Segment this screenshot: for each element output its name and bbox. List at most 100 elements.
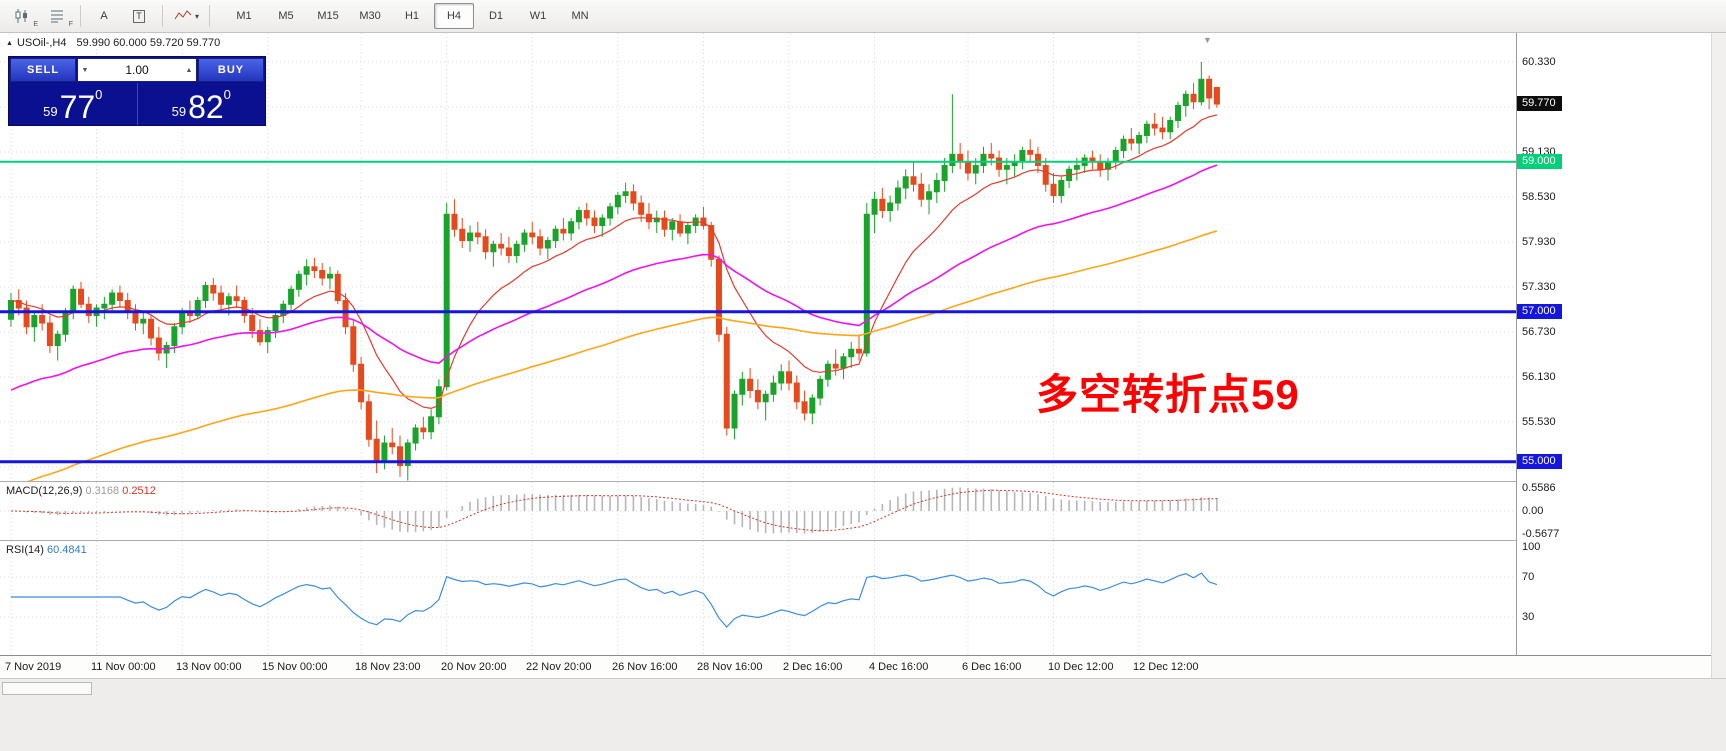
rsi-header: RSI(14) 60.4841 bbox=[6, 544, 87, 556]
timeframe-button-m30[interactable]: M30 bbox=[359, 10, 381, 22]
chart-canvas[interactable]: ▲ USOil-,H4 59.990 60.000 59.720 59.770 ▼ … bbox=[0, 33, 1516, 655]
macd-main-value: 0.3168 bbox=[85, 485, 120, 497]
macd-panel-separator[interactable] bbox=[0, 481, 1726, 482]
rsi-panel-separator[interactable] bbox=[0, 540, 1726, 541]
icon-subscript: E bbox=[33, 21, 38, 28]
chart-shift-marker-icon[interactable]: ▼ bbox=[1203, 35, 1212, 45]
rsi-line bbox=[11, 572, 1218, 628]
time-label: 18 Nov 23:00 bbox=[355, 661, 421, 673]
time-label: 13 Nov 00:00 bbox=[176, 661, 242, 673]
trade-panel-divider bbox=[136, 83, 138, 125]
price-axis-label: 57.930 bbox=[1522, 236, 1556, 248]
macd-signal-value: 0.2512 bbox=[122, 485, 156, 497]
rsi-value: 60.4841 bbox=[46, 544, 87, 556]
time-label: 22 Nov 20:00 bbox=[526, 661, 592, 673]
macd-panel-svg[interactable] bbox=[0, 482, 1516, 540]
time-label: 11 Nov 00:00 bbox=[91, 661, 156, 673]
volume-value: 1.00 bbox=[125, 63, 149, 77]
time-label: 2 Dec 16:00 bbox=[783, 661, 843, 673]
sell-price-display[interactable]: 59 77 0 bbox=[9, 83, 137, 125]
buy-price-display[interactable]: 59 82 0 bbox=[138, 83, 266, 125]
time-label: 4 Dec 16:00 bbox=[869, 661, 929, 673]
one-click-trading-panel: SELL ▼ 1.00 ▲ BUY 59 77 0 59 82 0 bbox=[8, 56, 266, 126]
time-label: 12 Dec 12:00 bbox=[1133, 661, 1199, 673]
candlestick-glyph bbox=[15, 9, 27, 23]
timeframe-button-h4[interactable]: H4 bbox=[434, 3, 475, 29]
volume-field[interactable]: ▼ 1.00 ▲ bbox=[77, 58, 197, 82]
timeframe-button-h1[interactable]: H1 bbox=[404, 10, 420, 22]
price-label-level: 55.000 bbox=[1517, 454, 1562, 469]
price-label-current-price: 59.770 bbox=[1517, 96, 1562, 111]
grid-glyph bbox=[51, 10, 63, 23]
macd-signal-line bbox=[10, 489, 1217, 532]
timeframe-group: M1 M5 M15 M30 H1 H4 D1 W1 MN bbox=[224, 3, 600, 29]
candles-layer bbox=[8, 62, 1220, 481]
toolbar-separator bbox=[80, 5, 81, 27]
price-axis-label: 57.330 bbox=[1522, 281, 1556, 293]
buy-button[interactable]: BUY bbox=[198, 58, 264, 82]
rsi-axis-label: 70 bbox=[1522, 571, 1535, 583]
sell-button[interactable]: SELL bbox=[10, 58, 76, 82]
buy-price-small: 59 bbox=[171, 104, 187, 119]
sell-price-sup: 0 bbox=[95, 87, 103, 102]
chart-annotation-text: 多空转折点59 bbox=[1036, 371, 1300, 418]
price-axis-label: 56.730 bbox=[1522, 326, 1556, 338]
price-axis-label: 58.530 bbox=[1522, 191, 1556, 203]
sell-price-small: 59 bbox=[43, 104, 58, 119]
macd-header: MACD(12,26,9) 0.3168 0.2512 bbox=[6, 485, 156, 497]
timeframe-button-w1[interactable]: W1 bbox=[529, 10, 547, 22]
icon-subscript: F bbox=[68, 21, 73, 28]
timeframe-button-m5[interactable]: M5 bbox=[278, 10, 294, 22]
price-axis[interactable]: 60.330 59.130 58.530 57.930 57.330 56.730 56.1… bbox=[1516, 33, 1711, 678]
time-axis[interactable]: 7 Nov 2019 11 Nov 00:00 13 Nov 00:00 15 Nov… bbox=[0, 655, 1726, 678]
rsi-label: RSI(14) bbox=[6, 544, 44, 556]
macd-histogram bbox=[17, 487, 1218, 534]
rsi-axis-label: 30 bbox=[1522, 611, 1535, 623]
toolbar-separator bbox=[162, 5, 163, 27]
toolbar-separator bbox=[209, 5, 211, 27]
timeframe-button-m1[interactable]: M1 bbox=[236, 10, 252, 22]
volume-down-button[interactable]: ▼ bbox=[81, 66, 89, 74]
zigzag-glyph bbox=[174, 10, 192, 20]
timeframe-button-mn[interactable]: MN bbox=[571, 10, 589, 22]
price-axis-label: 55.530 bbox=[1522, 416, 1556, 428]
symbol-name: USOil-,H4 bbox=[16, 37, 67, 49]
candlestick-chart-icon[interactable]: E bbox=[5, 3, 39, 29]
rsi-axis-label: 100 bbox=[1522, 541, 1541, 553]
text-tool-icon[interactable]: A bbox=[87, 3, 121, 29]
timeframe-button-d1[interactable]: D1 bbox=[488, 10, 504, 22]
ohlc-readout: 59.990 60.000 59.720 59.770 bbox=[76, 37, 221, 49]
collapse-icon[interactable]: ▲ bbox=[6, 40, 13, 47]
chart-symbol-header: ▲ USOil-,H4 59.990 60.000 59.720 59.770 bbox=[6, 37, 220, 49]
time-label: 26 Nov 16:00 bbox=[612, 661, 678, 673]
macd-axis-label: 0.5586 bbox=[1522, 482, 1556, 494]
drawing-tools-icon[interactable]: ▾ bbox=[169, 3, 203, 29]
price-label-level: 57.000 bbox=[1517, 304, 1562, 319]
macd-axis-label: -0.5677 bbox=[1522, 528, 1560, 540]
trade-panel-price-row: 59 77 0 59 82 0 bbox=[9, 83, 265, 125]
time-label: 7 Nov 2019 bbox=[5, 661, 62, 673]
trade-panel-top-row: SELL ▼ 1.00 ▲ BUY bbox=[9, 57, 265, 83]
vertical-scrollbar[interactable] bbox=[1711, 33, 1726, 678]
price-axis-label: 60.330 bbox=[1522, 56, 1556, 68]
rsi-panel-svg[interactable] bbox=[0, 541, 1516, 655]
time-label: 28 Nov 16:00 bbox=[697, 661, 763, 673]
text-tool-label: A bbox=[100, 10, 108, 22]
ma-medium-line bbox=[10, 164, 1218, 391]
sell-price-big: 77 bbox=[59, 89, 96, 125]
bottom-band bbox=[0, 678, 1726, 751]
template-icon[interactable]: T bbox=[122, 3, 156, 29]
time-label: 15 Nov 00:00 bbox=[262, 661, 328, 673]
chart-grid-icon[interactable]: F bbox=[40, 3, 74, 29]
timeframe-button-m15[interactable]: M15 bbox=[317, 10, 339, 22]
horizontal-scrollbar[interactable] bbox=[2, 682, 92, 695]
time-label: 20 Nov 20:00 bbox=[441, 661, 507, 673]
template-label: T bbox=[133, 9, 145, 23]
toolbar: E F A T ▾ M1 M5 M15 M30 H1 H4 D1 W1 MN bbox=[0, 0, 1726, 33]
buy-price-big: 82 bbox=[188, 89, 224, 125]
price-label-level: 59.000 bbox=[1517, 154, 1562, 169]
ma-slow-line bbox=[27, 230, 1218, 481]
volume-up-button[interactable]: ▲ bbox=[185, 66, 193, 74]
time-label: 10 Dec 12:00 bbox=[1048, 661, 1114, 673]
